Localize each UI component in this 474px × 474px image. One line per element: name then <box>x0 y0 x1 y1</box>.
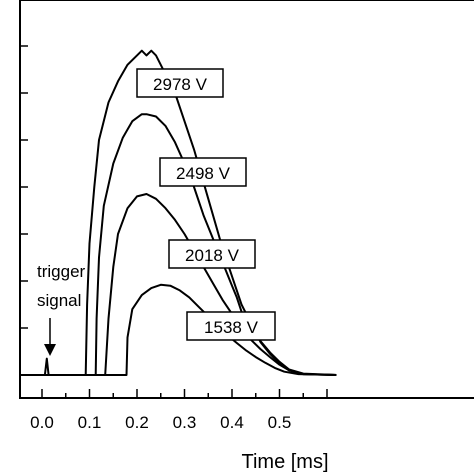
series-label-1538-text: 1538 V <box>204 318 259 337</box>
series-label-2018: 2018 V <box>168 239 256 269</box>
series-label-1538: 1538 V <box>186 311 276 341</box>
x-tick-label: 0.4 <box>220 413 244 432</box>
x-tick-label: 0.3 <box>173 413 197 432</box>
series-label-2978-text: 2978 V <box>153 75 208 94</box>
x-tick-label: 0.0 <box>30 413 54 432</box>
x-tick-label: 0.5 <box>268 413 292 432</box>
x-axis-title: Time [ms] <box>241 451 328 473</box>
trigger-label-line2: signal <box>37 291 81 310</box>
series-line-1538-v <box>20 283 337 376</box>
series-label-2978: 2978 V <box>136 68 224 98</box>
series-label-2498-text: 2498 V <box>176 164 231 183</box>
x-tick-label: 0.2 <box>125 413 149 432</box>
trigger-label-line1: trigger <box>37 262 86 281</box>
x-axis-ticks: 0.0 0.1 0.2 0.3 0.4 0.5 <box>30 389 328 432</box>
x-tick-label: 0.1 <box>78 413 102 432</box>
trigger-signal-line <box>42 357 52 376</box>
plot-frame <box>19 0 474 399</box>
trigger-arrow-icon <box>44 318 56 356</box>
series-label-2018-text: 2018 V <box>185 246 240 265</box>
y-axis-ticks <box>20 45 28 376</box>
series-line-2018-v <box>20 193 337 376</box>
series-label-2498: 2498 V <box>159 157 247 187</box>
series-lines <box>20 49 337 376</box>
series-line-2978-v <box>20 49 337 376</box>
